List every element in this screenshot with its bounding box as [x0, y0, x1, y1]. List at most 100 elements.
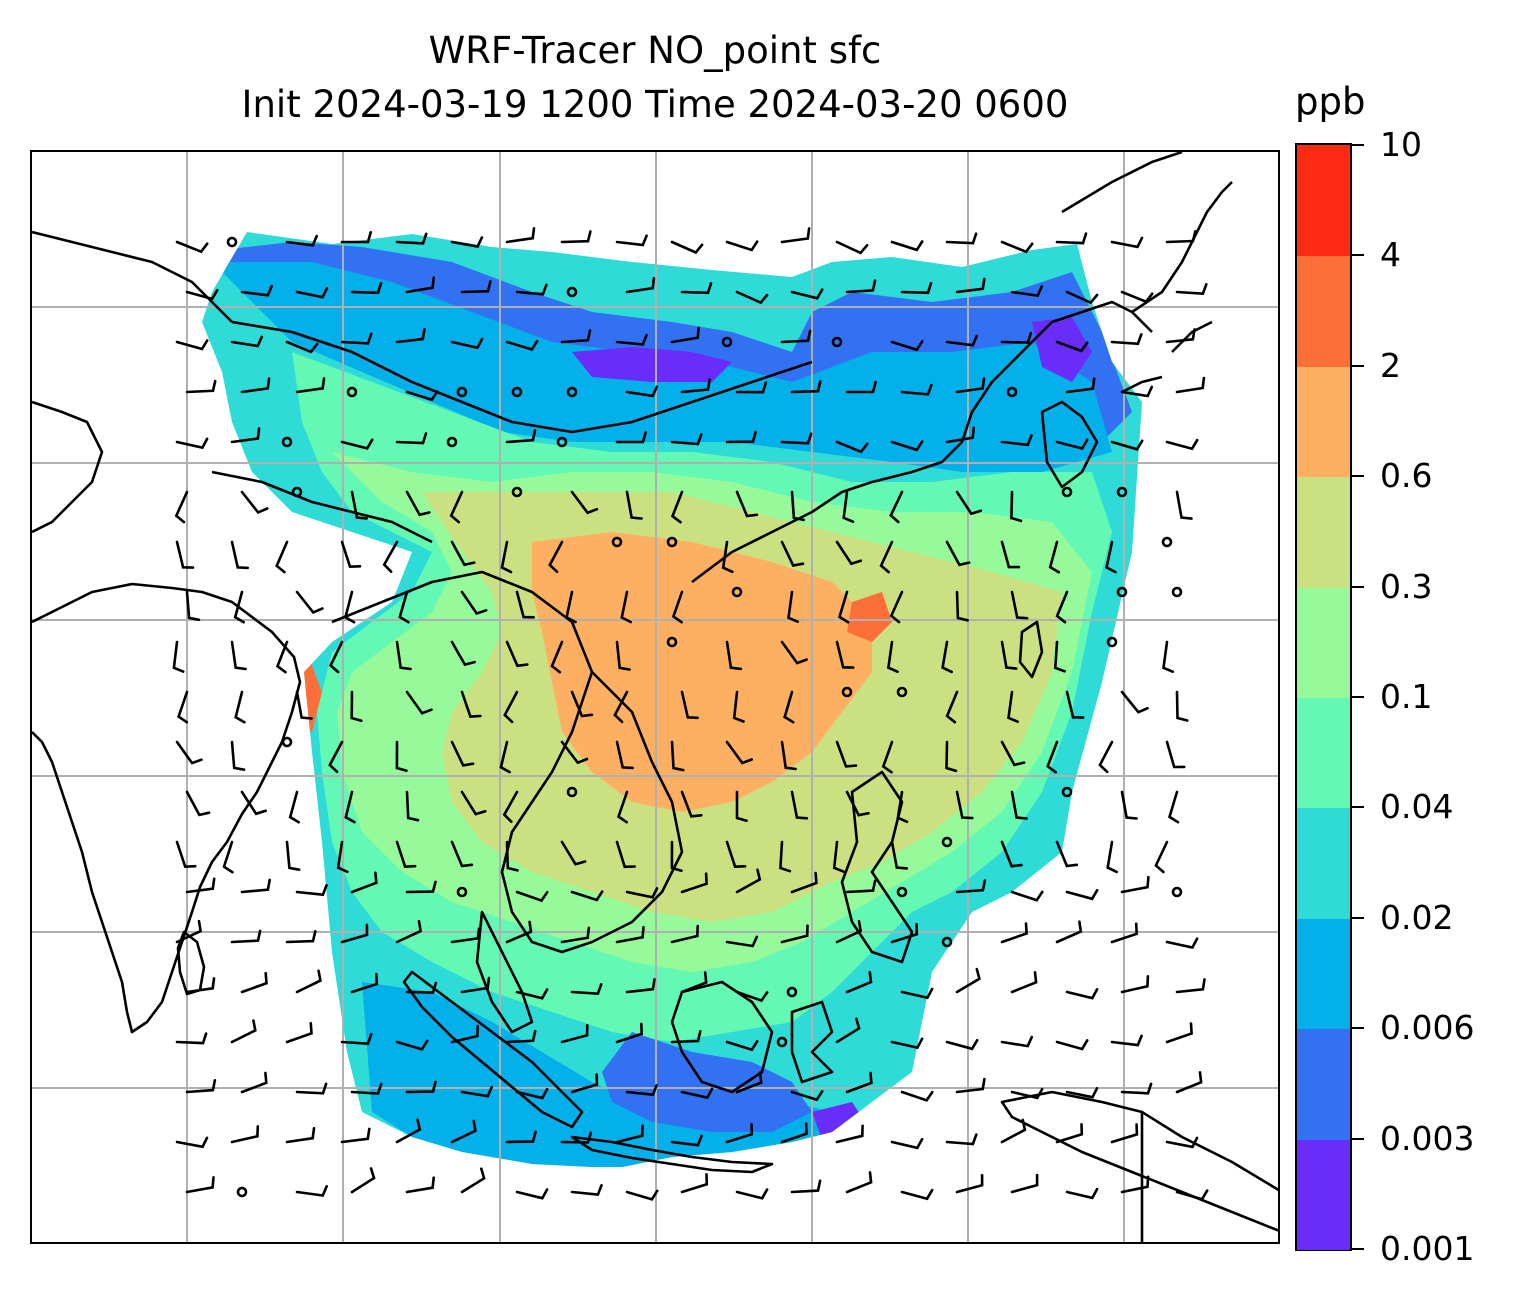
- wind-barb: [955, 490, 983, 516]
- wind-barb: [670, 326, 700, 344]
- wind-barb: [405, 981, 438, 994]
- wind-barb: [340, 332, 373, 345]
- wind-barb: [835, 440, 869, 454]
- wind-barb: [735, 490, 759, 518]
- wind-barb: [550, 640, 564, 674]
- wind-barb: [1007, 690, 1019, 723]
- wind-barb: [1065, 1087, 1099, 1099]
- calm-wind-marker: [566, 386, 578, 398]
- wind-barb: [945, 1038, 979, 1051]
- wind-barb: [340, 1127, 371, 1144]
- wind-barb: [1065, 1187, 1099, 1200]
- wind-barb: [1110, 922, 1139, 944]
- wind-barb: [230, 929, 262, 944]
- colorbar-segment: [1297, 1138, 1350, 1250]
- colorbar-tick: [1352, 254, 1364, 257]
- wind-barb: [240, 790, 267, 816]
- wind-barb: [405, 390, 439, 402]
- wind-barb: [955, 790, 974, 820]
- wind-barb: [1120, 1082, 1153, 1095]
- wind-barb: [1154, 840, 1169, 874]
- wind-barb: [505, 339, 539, 352]
- wind-barb: [1175, 690, 1189, 722]
- wind-barb: [288, 790, 300, 824]
- wind-barb: [230, 540, 249, 570]
- wind-barb: [240, 878, 271, 894]
- colorbar-tick-label: 0.3: [1380, 566, 1433, 606]
- field-northeast-purple: [1032, 317, 1092, 382]
- wind-barb: [515, 590, 535, 619]
- colorbar-tick-label: 0.001: [1380, 1229, 1475, 1268]
- wind-barb: [725, 1122, 754, 1144]
- coastline-srilanka: [176, 930, 206, 996]
- wind-barb: [560, 329, 592, 344]
- colorbar: [1295, 143, 1352, 1251]
- wind-barb: [515, 890, 549, 903]
- calm-wind-marker: [666, 536, 678, 548]
- wind-barb: [900, 1090, 934, 1102]
- wind-barb: [1053, 640, 1066, 673]
- wind-barb: [395, 327, 426, 344]
- wind-barb: [570, 690, 594, 718]
- wind-barb: [285, 234, 318, 247]
- wind-barb: [450, 236, 484, 248]
- wind-barb: [735, 790, 748, 822]
- calm-wind-marker: [346, 386, 358, 398]
- wind-barb: [1055, 232, 1088, 245]
- wind-barb: [1055, 1123, 1084, 1144]
- calm-wind-marker: [776, 1036, 788, 1048]
- wind-barb: [340, 438, 374, 450]
- wind-barb: [845, 1171, 873, 1194]
- wind-barb: [680, 971, 708, 994]
- wind-barb: [845, 380, 877, 394]
- wind-barb: [285, 340, 319, 354]
- wind-barb: [175, 540, 195, 569]
- calm-wind-marker: [1116, 486, 1128, 498]
- wind-barb: [845, 790, 870, 817]
- wind-barb: [837, 590, 850, 624]
- wind-barb: [790, 790, 809, 820]
- wind-barb: [460, 280, 492, 294]
- wind-barb: [1110, 333, 1143, 346]
- colorbar-tick-label: 0.1: [1380, 677, 1433, 716]
- wind-barb: [1165, 740, 1186, 769]
- wind-barb: [780, 540, 805, 567]
- wind-barb: [790, 490, 805, 522]
- wind-barb: [790, 380, 822, 394]
- wind-barb: [780, 740, 797, 771]
- wind-barb: [185, 289, 219, 301]
- calm-wind-marker: [1106, 636, 1118, 648]
- wind-barb: [1055, 590, 1069, 624]
- wind-barb: [680, 690, 699, 720]
- wind-barb: [670, 490, 684, 524]
- wind-barb: [240, 971, 268, 994]
- wind-barb: [560, 1131, 593, 1144]
- wind-barb: [395, 919, 423, 944]
- wind-barb: [285, 840, 301, 871]
- wind-barb: [450, 1024, 479, 1044]
- wind-barb: [285, 1127, 316, 1144]
- wind-barb: [615, 840, 636, 869]
- wind-barb: [1110, 439, 1144, 451]
- wind-barb: [835, 919, 863, 944]
- wind-barb: [625, 887, 659, 899]
- colorbar-tick: [1352, 585, 1364, 588]
- wind-barb: [1120, 875, 1150, 894]
- wind-barb: [625, 1189, 659, 1201]
- wind-barb: [450, 1119, 477, 1144]
- wind-barb: [1055, 840, 1079, 868]
- coastline-newguinea: [1000, 1090, 1278, 1232]
- wind-barb: [1167, 790, 1180, 824]
- coastline-japan: [1121, 181, 1233, 394]
- wind-barb: [1110, 1034, 1143, 1047]
- wind-barb: [1065, 888, 1099, 901]
- wind-barb: [405, 1176, 435, 1194]
- wind-barb: [515, 988, 549, 1000]
- wind-barb: [845, 970, 873, 994]
- colorbar-segment: [1297, 586, 1350, 698]
- wind-barb: [460, 790, 487, 816]
- wind-barb: [275, 640, 289, 674]
- calm-wind-marker: [291, 486, 303, 498]
- coastline-india: [32, 582, 302, 1034]
- calm-wind-marker: [896, 686, 908, 698]
